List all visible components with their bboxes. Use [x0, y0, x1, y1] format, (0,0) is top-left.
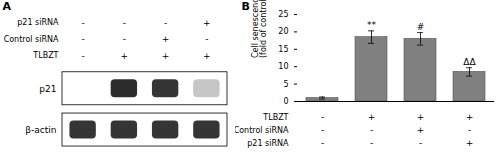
svg-text:-: - [468, 125, 471, 135]
svg-text:-: - [370, 125, 373, 135]
svg-text:-: - [419, 138, 422, 148]
svg-text:-: - [321, 112, 324, 122]
svg-text:-: - [82, 51, 85, 61]
svg-text:p21: p21 [39, 84, 56, 94]
svg-text:B: B [242, 0, 250, 13]
svg-text:-: - [321, 138, 324, 148]
svg-text:-: - [123, 18, 126, 28]
svg-text:15: 15 [278, 45, 288, 54]
svg-text:**: ** [367, 20, 377, 30]
svg-text:+: + [203, 51, 211, 61]
svg-text:10: 10 [278, 62, 288, 71]
svg-text:TLBZT: TLBZT [262, 113, 288, 122]
svg-text:Control siRNA: Control siRNA [4, 35, 59, 44]
svg-text:-: - [82, 34, 85, 44]
svg-text:-: - [321, 125, 324, 135]
svg-text:+: + [162, 34, 170, 44]
svg-text:-: - [123, 34, 126, 44]
svg-text:-: - [164, 18, 167, 28]
svg-text:20: 20 [278, 27, 288, 36]
svg-text:p21 siRNA: p21 siRNA [17, 18, 59, 27]
svg-text:A: A [3, 0, 12, 13]
svg-text:Control siRNA: Control siRNA [235, 126, 289, 135]
svg-text:25: 25 [278, 10, 288, 19]
svg-text:p21 siRNA: p21 siRNA [247, 139, 289, 148]
svg-text:+: + [466, 138, 474, 148]
svg-text:0: 0 [283, 97, 288, 105]
svg-text:-: - [205, 34, 208, 44]
svg-text:+: + [203, 18, 211, 28]
svg-text:+: + [162, 51, 170, 61]
svg-text:-: - [370, 138, 373, 148]
svg-text:+: + [466, 112, 474, 122]
svg-text:Cell senescence(fold of contro: Cell senescence(fold of control) [251, 0, 268, 58]
svg-text:5: 5 [283, 80, 288, 89]
svg-text:+: + [121, 51, 129, 61]
svg-text:β-actin: β-actin [25, 125, 56, 135]
svg-text:#: # [417, 22, 425, 32]
svg-text:-: - [82, 18, 85, 28]
svg-text:ΔΔ: ΔΔ [463, 57, 476, 67]
svg-text:+: + [417, 112, 425, 122]
svg-text:+: + [368, 112, 376, 122]
svg-text:+: + [417, 125, 425, 135]
svg-text:TLBZT: TLBZT [32, 51, 58, 60]
